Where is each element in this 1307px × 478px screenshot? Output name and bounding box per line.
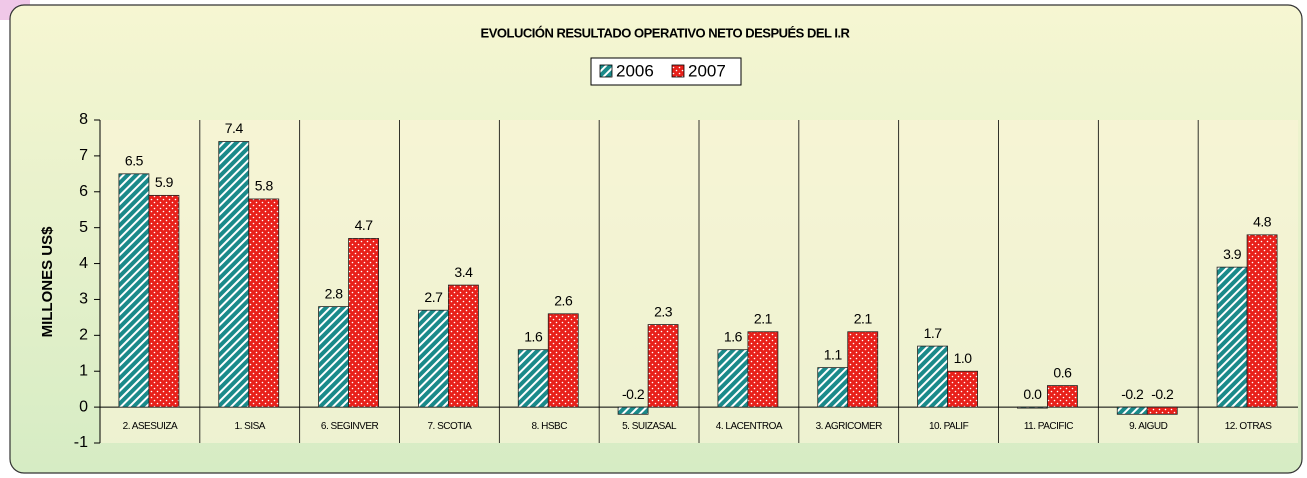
data-label: 1.7 [924, 325, 943, 341]
data-label: 2.7 [424, 289, 443, 305]
data-label: 1.6 [524, 328, 543, 344]
y-tick-label: 2 [79, 327, 88, 344]
bar [1047, 385, 1078, 408]
y-tick-label: 3 [79, 291, 88, 308]
data-label: 1.6 [724, 328, 743, 344]
bar [448, 284, 479, 408]
data-label: 4.8 [1253, 214, 1272, 230]
data-label: 1.0 [954, 350, 973, 366]
data-label: -0.2 [1121, 386, 1144, 402]
bar [348, 238, 379, 408]
x-tick-label: 8. HSBC [532, 421, 568, 432]
legend-label: 2006 [616, 61, 654, 80]
x-tick-label: 10. PALIF [929, 421, 969, 432]
data-label: 5.8 [255, 178, 274, 194]
chart-title: EVOLUCIÓN RESULTADO OPERATIVO NETO DESPU… [481, 25, 851, 40]
bar [1116, 406, 1148, 415]
bar [617, 406, 649, 415]
data-label: 7.4 [225, 120, 244, 136]
x-tick-label: 4. LACENTROA [716, 421, 783, 432]
data-label: 6.5 [125, 153, 144, 169]
bar [1246, 234, 1278, 408]
data-label: 3.4 [454, 264, 473, 280]
x-tick-label: 5. SUIZASAL [622, 421, 677, 432]
y-tick-label: 0 [79, 398, 88, 415]
bar [917, 345, 948, 408]
bar [218, 141, 250, 408]
bar [647, 324, 679, 408]
y-tick-label: 7 [79, 147, 88, 164]
x-tick-label: 3. AGRICOMER [816, 421, 883, 432]
x-tick-label: 7. SCOTIA [427, 421, 472, 432]
data-label: 2.3 [654, 303, 673, 319]
bar [318, 306, 349, 408]
bar [717, 349, 749, 408]
x-tick-label: 9. AIGUD [1129, 421, 1168, 432]
bar [547, 313, 579, 408]
bar [1017, 406, 1048, 409]
bar [148, 194, 180, 408]
bar [517, 349, 549, 408]
x-tick-label: 2. ASESUIZA [123, 421, 178, 432]
x-tick-label: 6. SEGINVER [321, 421, 379, 432]
data-label: 2.6 [554, 293, 573, 309]
bar [817, 367, 849, 408]
y-tick-label: 5 [79, 219, 88, 236]
x-tick-label: 1. SISA [235, 421, 266, 432]
bar [1146, 406, 1178, 415]
legend-swatch [599, 64, 613, 78]
data-label: 0.6 [1053, 364, 1072, 380]
bar [947, 370, 978, 408]
data-label: 4.7 [355, 217, 374, 233]
legend-label: 2007 [688, 61, 726, 80]
data-label: 2.1 [754, 310, 773, 326]
bar [118, 173, 150, 408]
y-tick-label: 1 [79, 362, 88, 379]
legend [590, 57, 742, 86]
data-label: 5.9 [155, 174, 174, 190]
bar [747, 331, 779, 408]
x-tick-label: 11. PACIFIC [1024, 421, 1073, 432]
data-label: 1.1 [824, 346, 843, 362]
y-tick-label: 6 [79, 183, 88, 200]
bar [418, 309, 449, 408]
y-tick-label: -1 [74, 434, 88, 451]
y-tick-label: 8 [79, 111, 88, 128]
data-label: -0.2 [622, 386, 645, 402]
y-tick-label: 4 [79, 255, 88, 272]
bar [1216, 266, 1248, 408]
data-label: -0.2 [1151, 386, 1174, 402]
legend-swatch [671, 64, 685, 78]
bar [847, 331, 879, 408]
x-tick-label: 12. OTRAS [1225, 421, 1272, 432]
data-label: 2.8 [325, 285, 344, 301]
data-label: 3.9 [1223, 246, 1242, 262]
y-axis-label: MILLONES US$ [39, 226, 56, 338]
data-label: 2.1 [854, 310, 873, 326]
data-label: 0.0 [1023, 386, 1042, 402]
bar [248, 198, 280, 408]
